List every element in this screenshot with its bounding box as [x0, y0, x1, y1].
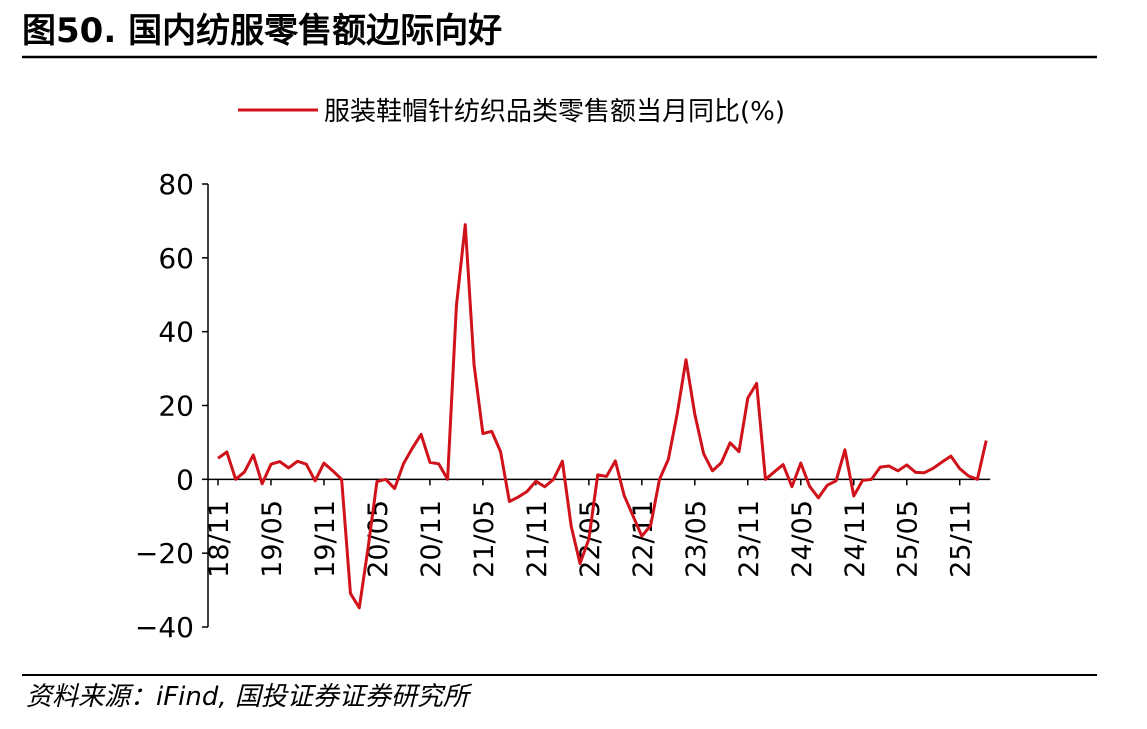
x-tick-label: 20/11	[416, 500, 447, 578]
x-tick-label: 21/05	[469, 500, 500, 578]
y-tick-label: 20	[158, 390, 194, 423]
data-line	[217, 223, 988, 610]
y-tick-label: 0	[176, 463, 194, 496]
y-tick-label: −20	[135, 537, 194, 570]
source: 资料来源：iFind, 国投证券证券研究所	[26, 682, 473, 712]
x-tick-label: 20/05	[363, 500, 394, 578]
x-tick-label: 23/11	[734, 500, 765, 578]
x-tick-label: 18/11	[204, 500, 235, 578]
x-tick-label: 24/11	[840, 500, 871, 578]
x-tick-label: 23/05	[681, 500, 712, 578]
x-tick-label: 19/11	[310, 500, 341, 578]
x-tick-label: 19/05	[257, 500, 288, 578]
x-tick-label: 24/05	[787, 500, 818, 578]
y-tick-label: 60	[158, 242, 194, 275]
x-tick-label: 25/11	[946, 500, 977, 578]
y-tick-label: 80	[158, 168, 194, 201]
y-tick-label: −40	[135, 611, 194, 644]
legend-label: 服装鞋帽针纺织品类零售额当月同比(%)	[324, 97, 785, 127]
y-tick-label: 40	[158, 316, 194, 349]
x-tick-label: 25/05	[893, 500, 924, 578]
chart-title: 图50. 国内纺服零售额边际向好	[22, 11, 502, 51]
x-tick-label: 21/11	[522, 500, 553, 578]
